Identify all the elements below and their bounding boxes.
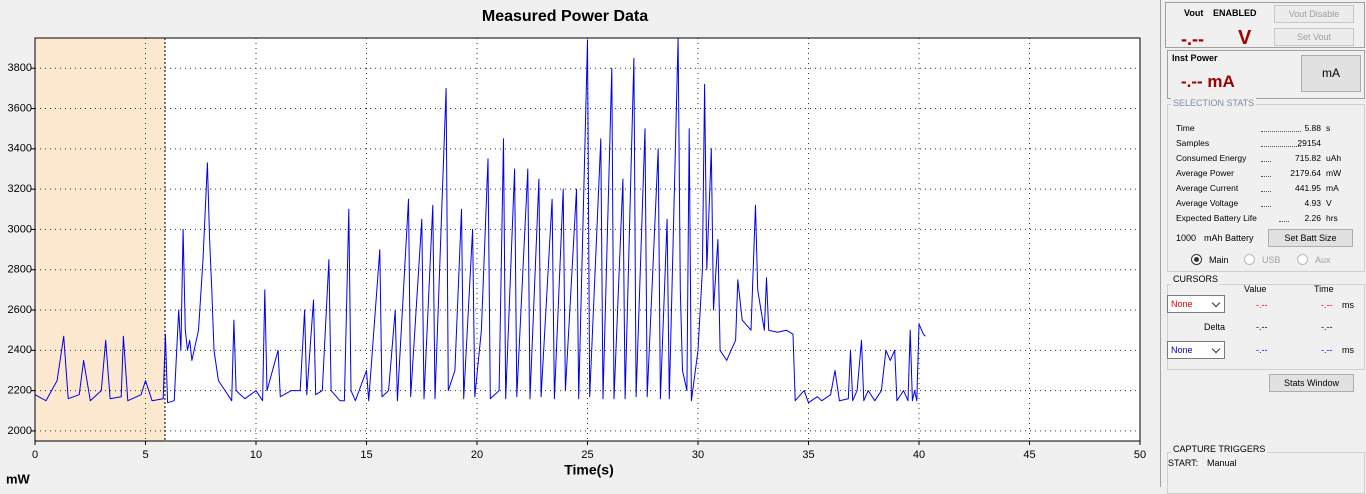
stat-value: 29154 — [1297, 138, 1321, 148]
power-line — [34, 37, 926, 404]
source-radio[interactable] — [1297, 254, 1308, 265]
battery-size: 1000 — [1176, 233, 1197, 243]
stat-unit: s — [1326, 123, 1331, 133]
vout-reading: -.-- — [1181, 29, 1204, 49]
stat-label: Expected Battery Life — [1176, 213, 1257, 223]
y-tick-label: 3000 — [8, 223, 32, 235]
stat-leader — [1261, 146, 1301, 147]
x-tick-label: 0 — [32, 449, 38, 461]
stat-value: 441.95 — [1295, 183, 1321, 193]
cursor1-select[interactable]: None — [1167, 295, 1225, 313]
x-tick-label: 35 — [802, 449, 814, 461]
delta-value: -.-- — [1256, 322, 1268, 332]
y-tick-label: 3600 — [8, 102, 32, 114]
cursor1-value: -.-- — [1256, 300, 1268, 310]
source-label: Aux — [1315, 255, 1331, 265]
y-tick-label: 2600 — [8, 304, 32, 316]
stat-label: Time — [1176, 123, 1195, 133]
stat-label: Average Power — [1176, 168, 1234, 178]
chart-title: Measured Power Data — [482, 8, 648, 25]
x-tick-label: 15 — [360, 449, 372, 461]
cursors-group — [1167, 284, 1365, 370]
stat-unit: hrs — [1326, 213, 1338, 223]
battery-label: mAh Battery — [1204, 233, 1254, 243]
y-tick-label: 3400 — [8, 143, 32, 155]
stat-label: Average Voltage — [1176, 198, 1239, 208]
delta-time: -.-- — [1321, 322, 1333, 332]
side-panel: Vout ENABLED Vout Disable Set Vout -.-- … — [1160, 0, 1366, 494]
stat-leader — [1279, 221, 1289, 222]
source-radio[interactable] — [1244, 254, 1255, 265]
source-label: USB — [1262, 255, 1281, 265]
cursors-title: CURSORS — [1171, 274, 1221, 285]
cursor2-select[interactable]: None — [1167, 341, 1225, 359]
x-tick-label: 25 — [581, 449, 593, 461]
y-tick-label: 2000 — [8, 425, 32, 437]
chart: Measured Power Data Time(s) mW 2000 2200 2… — [6, 8, 1147, 487]
stat-leader — [1261, 206, 1271, 207]
source-radio[interactable] — [1191, 254, 1202, 265]
stat-unit: mW — [1326, 168, 1342, 178]
stat-unit: uAh — [1326, 153, 1342, 163]
time-header: Time — [1314, 284, 1334, 294]
stat-value: 715.82 — [1295, 153, 1321, 163]
stat-unit: mA — [1326, 183, 1339, 193]
inst-power-box — [1167, 50, 1365, 99]
x-tick-label: 20 — [471, 449, 483, 461]
y-tick-label: 3200 — [8, 183, 32, 195]
start-label: START: — [1168, 458, 1199, 468]
cursor2-time: -.-- — [1321, 345, 1333, 355]
set-vout-button[interactable]: Set Vout — [1274, 28, 1354, 46]
stats-window-button[interactable]: Stats Window — [1269, 374, 1354, 392]
vout-status: ENABLED — [1213, 8, 1257, 18]
triggers-title: CAPTURE TRIGGERS — [1171, 444, 1268, 455]
plot-border — [34, 37, 1141, 442]
x-tick-label: 5 — [142, 449, 148, 461]
selection-region — [35, 38, 165, 441]
cursor1-time: -.-- — [1321, 300, 1333, 310]
x-tick-label: 10 — [250, 449, 262, 461]
source-label: Main — [1209, 255, 1229, 265]
unit-button[interactable]: mA — [1301, 55, 1361, 92]
stats-group — [1167, 104, 1365, 272]
stat-label: Consumed Energy — [1176, 153, 1247, 163]
stat-leader — [1261, 191, 1271, 192]
stat-value: 2179.64 — [1290, 168, 1321, 178]
stats-title: SELECTION STATS — [1171, 98, 1257, 109]
y-tick-label: 2400 — [8, 344, 32, 356]
stat-leader — [1261, 161, 1271, 162]
cursor2-value: -.-- — [1256, 345, 1268, 355]
x-axis-label: Time(s) — [564, 462, 614, 478]
x-tick-label: 30 — [692, 449, 704, 461]
y-tick-label: 2200 — [8, 385, 32, 397]
inst-power-label: Inst Power — [1172, 53, 1218, 63]
value-header: Value — [1244, 284, 1267, 294]
y-axis-unit: mW — [6, 471, 31, 486]
vout-unit: V — [1238, 27, 1252, 49]
y-tick-label: 3800 — [8, 62, 32, 74]
cursor2-unit: ms — [1342, 345, 1354, 355]
cursor1-unit: ms — [1342, 300, 1354, 310]
stat-label: Average Current — [1176, 183, 1239, 193]
delta-label: Delta — [1204, 322, 1226, 332]
vout-disable-button[interactable]: Vout Disable — [1274, 5, 1354, 23]
y-tick-label: 2800 — [8, 264, 32, 276]
stat-unit: V — [1326, 198, 1332, 208]
x-tick-label: 40 — [913, 449, 925, 461]
start-mode: Manual — [1207, 458, 1237, 468]
vout-box — [1165, 2, 1365, 48]
set-batt-size-button[interactable]: Set Batt Size — [1268, 229, 1353, 247]
vout-label: Vout — [1184, 8, 1204, 18]
x-tick-label: 50 — [1134, 449, 1146, 461]
x-tick-label: 45 — [1023, 449, 1035, 461]
inst-power-reading: -.-- mA — [1181, 72, 1235, 91]
stat-value: 2.26 — [1304, 213, 1321, 223]
stat-value: 5.88 — [1304, 123, 1321, 133]
stat-label: Samples — [1176, 138, 1210, 148]
stat-value: 4.93 — [1304, 198, 1321, 208]
stat-leader — [1261, 176, 1271, 177]
stat-leader — [1261, 131, 1301, 132]
